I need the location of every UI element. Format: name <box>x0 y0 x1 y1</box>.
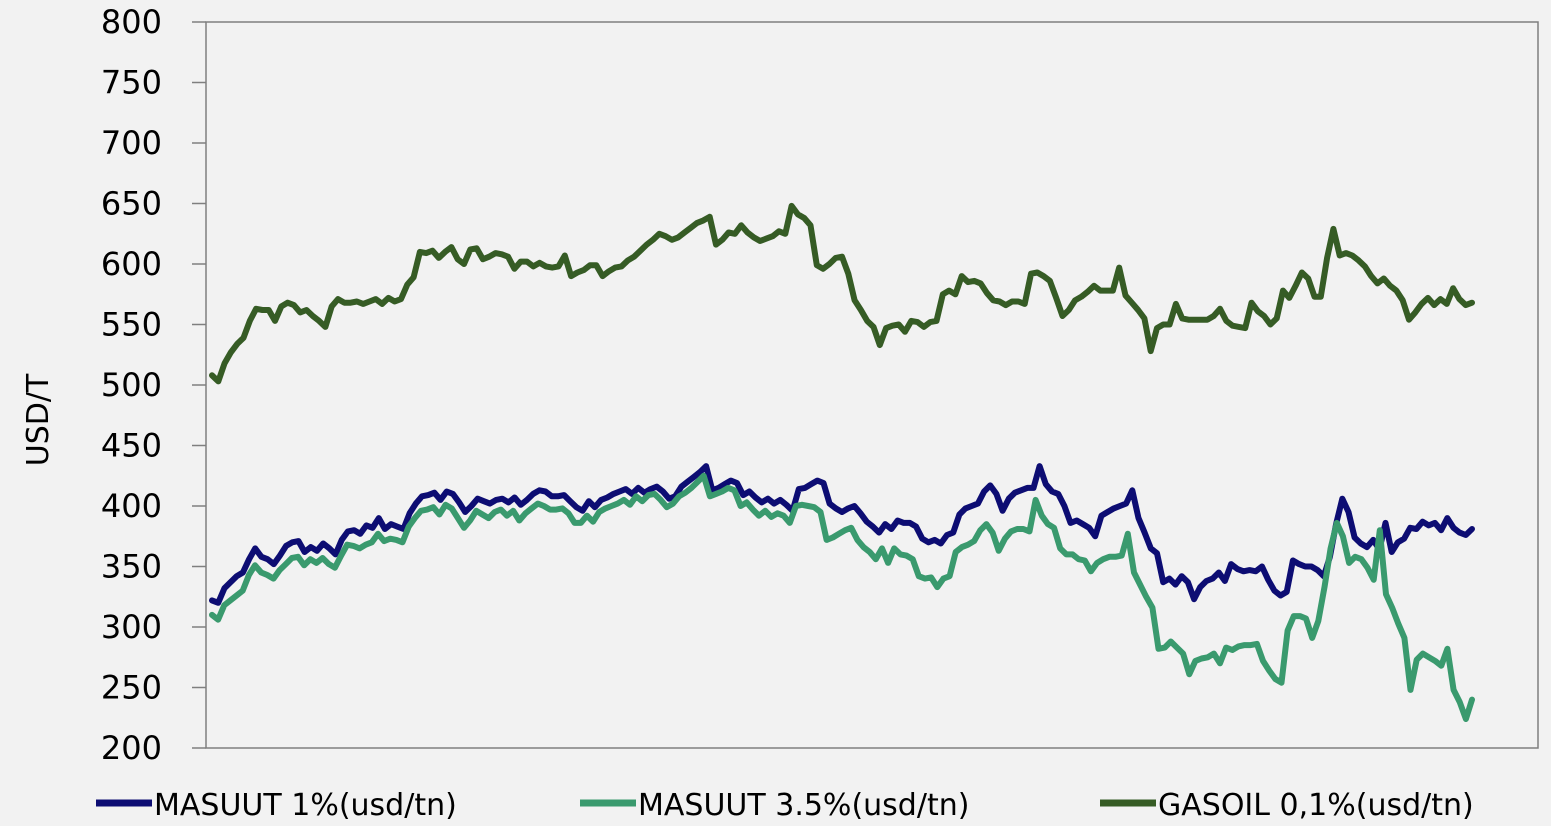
legend-label-0: MASUUT 1%(usd/tn) <box>154 788 457 823</box>
y-tick-label: 200 <box>101 729 162 767</box>
y-tick-label: 750 <box>101 64 162 102</box>
series-line-2 <box>209 202 1475 385</box>
legend-label-2: GASOIL 0,1%(usd/tn) <box>1158 788 1474 823</box>
series-group <box>209 202 1475 722</box>
y-tick-label: 450 <box>101 427 162 465</box>
legend: MASUUT 1%(usd/tn) MASUUT 3.5%(usd/tn) GASO… <box>96 788 1474 823</box>
y-tick-label: 700 <box>101 124 162 162</box>
y-tick-label: 250 <box>101 669 162 707</box>
series-line-0 <box>209 463 1475 606</box>
y-axis-title: USD/T <box>21 373 56 466</box>
legend-label-1: MASUUT 3.5%(usd/tn) <box>638 788 969 823</box>
y-axis-ticks: 200 250 300 350 400 450 500 550 600 650 700 750 800 <box>101 3 206 767</box>
y-tick-label: 300 <box>101 608 162 646</box>
y-tick-label: 800 <box>101 3 162 41</box>
y-tick-label: 500 <box>101 366 162 404</box>
plot-area <box>205 21 1539 749</box>
y-tick-label: 350 <box>101 548 162 586</box>
y-tick-label: 400 <box>101 487 162 525</box>
series-line-1 <box>209 472 1475 722</box>
y-tick-label: 550 <box>101 306 162 344</box>
y-tick-label: 600 <box>101 245 162 283</box>
y-tick-label: 650 <box>101 185 162 223</box>
